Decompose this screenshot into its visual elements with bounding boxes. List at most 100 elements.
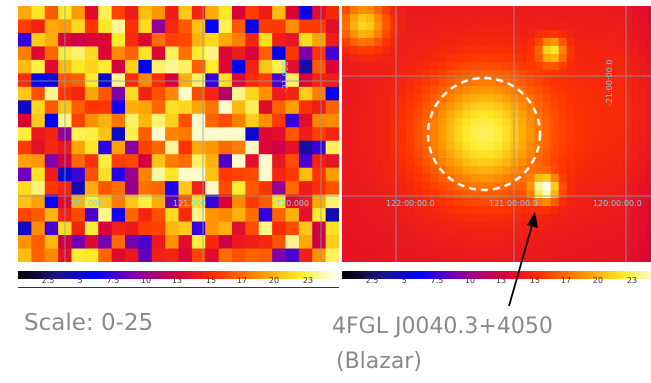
- model-pixel: [494, 214, 504, 223]
- model-pixel: [406, 78, 415, 87]
- model-pixel: [406, 46, 415, 55]
- model-pixel: [502, 206, 512, 215]
- model-pixel: [390, 70, 399, 79]
- model-pixel: [470, 206, 480, 215]
- model-pixel: [630, 214, 640, 223]
- model-pixel: [574, 118, 584, 127]
- model-pixel: [414, 134, 423, 143]
- model-pixel: [598, 78, 608, 87]
- model-pixel: [494, 182, 504, 191]
- count-pixel: [44, 167, 59, 182]
- model-pixel: [598, 150, 608, 159]
- model-pixel: [606, 254, 616, 262]
- model-pixel: [518, 6, 528, 15]
- model-pixel: [606, 118, 616, 127]
- count-pixel: [232, 208, 246, 223]
- model-pixel: [430, 206, 439, 215]
- model-pixel: [398, 230, 407, 239]
- model-pixel: [470, 110, 480, 119]
- model-pixel: [446, 118, 455, 127]
- model-pixel: [446, 14, 455, 23]
- model-pixel: [382, 6, 391, 15]
- source-name-caption: 4FGL J0040.3+4050: [332, 314, 553, 339]
- model-pixel: [406, 222, 415, 231]
- model-pixel: [590, 150, 600, 159]
- model-pixel: [494, 150, 504, 159]
- model-pixel: [406, 30, 415, 39]
- model-pixel: [494, 110, 504, 119]
- model-pixel: [486, 150, 496, 159]
- model-pixel: [390, 54, 399, 63]
- model-pixel: [606, 94, 616, 103]
- model-pixel: [574, 150, 584, 159]
- model-pixel: [558, 70, 568, 79]
- model-pixel: [366, 150, 375, 159]
- model-pixel: [438, 246, 447, 255]
- model-pixel: [422, 38, 431, 47]
- model-pixel: [358, 62, 367, 71]
- model-pixel: [350, 14, 359, 23]
- count-pixel: [71, 59, 86, 74]
- model-pixel: [478, 70, 488, 79]
- model-pixel: [542, 38, 552, 47]
- model-pixel: [534, 102, 544, 111]
- model-pixel: [462, 230, 472, 239]
- model-pixel: [470, 134, 480, 143]
- model-pixel: [534, 174, 544, 183]
- count-pixel: [44, 140, 59, 155]
- count-pixel: [125, 194, 139, 209]
- model-pixel: [486, 118, 496, 127]
- count-pixel: [44, 154, 59, 169]
- model-pixel: [358, 230, 367, 239]
- count-pixel: [272, 19, 287, 34]
- model-pixel: [614, 102, 624, 111]
- model-pixel: [406, 246, 415, 255]
- model-pixel: [582, 222, 592, 231]
- model-pixel: [358, 222, 367, 231]
- count-pixel: [71, 167, 86, 182]
- model-pixel: [374, 166, 383, 175]
- model-pixel: [574, 102, 584, 111]
- count-pixel: [178, 208, 193, 223]
- model-pixel: [494, 6, 504, 15]
- model-pixel: [550, 70, 560, 79]
- count-pixel: [111, 73, 126, 88]
- model-pixel: [406, 206, 415, 215]
- model-pixel: [390, 182, 399, 191]
- count-pixel: [205, 32, 220, 48]
- coord-label-ra-122: 122.000: [70, 199, 103, 208]
- model-pixel: [342, 22, 351, 31]
- model-pixel: [646, 214, 651, 223]
- model-pixel: [390, 246, 399, 255]
- model-pixel: [342, 70, 351, 79]
- model-pixel: [590, 22, 600, 31]
- count-pixel: [165, 181, 180, 196]
- model-pixel: [430, 86, 439, 95]
- count-pixel: [151, 181, 166, 196]
- model-pixel: [446, 94, 455, 103]
- count-pixel: [31, 208, 46, 223]
- count-pixel: [151, 167, 166, 182]
- model-pixel: [414, 158, 423, 167]
- model-pixel: [558, 38, 568, 47]
- model-pixel: [638, 182, 648, 191]
- model-pixel: [542, 182, 552, 191]
- model-pixel: [390, 126, 399, 135]
- model-pixel: [486, 102, 496, 111]
- count-pixel: [165, 19, 180, 34]
- count-pixel: [31, 32, 46, 48]
- model-pixel: [486, 222, 496, 231]
- colorbar-tick: 2.5: [41, 276, 55, 285]
- count-pixel: [18, 140, 32, 155]
- model-pixel: [382, 14, 391, 23]
- model-pixel: [350, 142, 359, 151]
- count-pixel: [18, 208, 32, 223]
- model-pixel: [550, 14, 560, 23]
- model-pixel: [630, 30, 640, 39]
- model-pixel: [590, 54, 600, 63]
- model-map-right: 122:00:00.0 121:00:00.0 120:00:00.0 -21:…: [342, 6, 651, 262]
- count-pixel: [125, 208, 139, 223]
- model-pixel: [542, 190, 552, 199]
- count-pixel: [98, 235, 113, 250]
- model-pixel: [502, 158, 512, 167]
